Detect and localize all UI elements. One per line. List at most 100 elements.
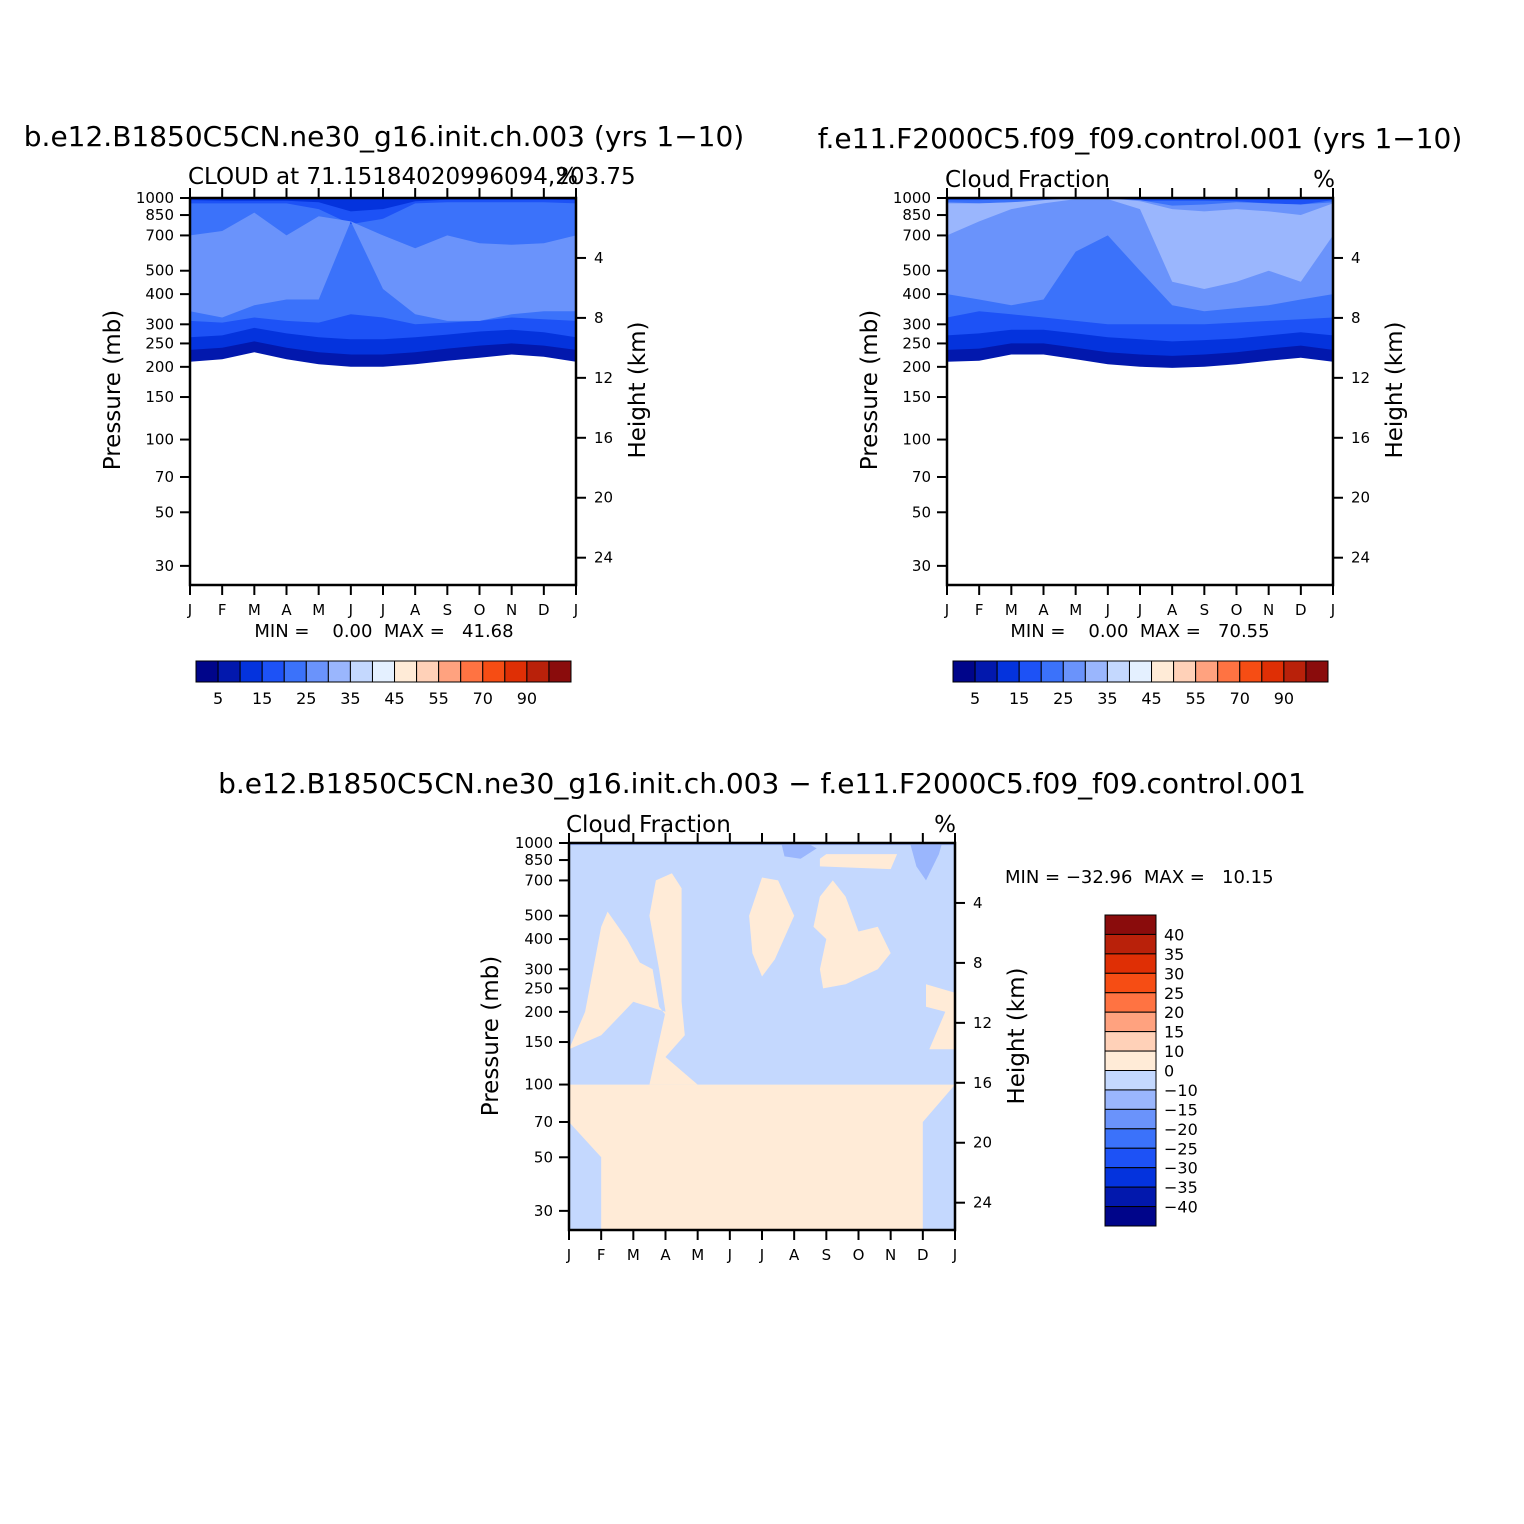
y-axis-right-label: Height (km)	[1004, 967, 1030, 1104]
units-label: %	[934, 812, 956, 838]
colorbar-swatch	[1104, 992, 1157, 1013]
y-tick-label: 400	[902, 285, 931, 303]
x-tick-label: A	[281, 601, 292, 619]
x-tick-label: A	[660, 1246, 671, 1264]
colorbar-swatch	[416, 660, 440, 683]
colorbar-swatch	[1128, 660, 1153, 683]
y-tick-label: 500	[902, 262, 931, 280]
y-tick-label: 1000	[515, 834, 553, 852]
colorbar-swatch	[1104, 1186, 1157, 1208]
y-tick-label: 850	[524, 851, 553, 869]
x-tick-label: S	[1200, 601, 1210, 619]
colorbar-swatch	[1151, 660, 1175, 683]
panel-subtitle: Cloud Fraction	[945, 167, 1110, 193]
colorbar-swatch	[1104, 1206, 1157, 1227]
colorbar-swatch	[482, 660, 506, 683]
x-tick-label: J	[1330, 601, 1335, 619]
contour-band	[190, 212, 576, 321]
panel-top-left: b.e12.B1850C5CN.ne30_g16.init.ch.003 (yr…	[24, 120, 744, 708]
colorbar-swatch	[1305, 660, 1329, 683]
y-tick-label: 400	[524, 930, 553, 948]
colorbar-label: −30	[1164, 1159, 1198, 1178]
colorbar-swatch	[1104, 914, 1157, 935]
y-right-tick-label: 16	[973, 1074, 992, 1092]
y-tick-label: 50	[912, 503, 931, 521]
colorbar-label: −15	[1164, 1100, 1198, 1119]
y-tick-label: 70	[534, 1113, 553, 1131]
y-tick-label: 200	[902, 358, 931, 376]
y-tick-label: 300	[145, 315, 174, 333]
colorbar-label: 45	[1141, 689, 1161, 708]
y-right-tick-label: 8	[973, 954, 983, 972]
colorbar-swatch	[1217, 660, 1241, 683]
y-tick-label: 300	[902, 315, 931, 333]
colorbar-swatch	[1104, 1167, 1157, 1188]
units-label: %	[1313, 167, 1335, 193]
x-tick-label: J	[566, 1246, 571, 1264]
colorbar-label: 70	[1230, 689, 1250, 708]
colorbar-swatch	[1104, 1050, 1157, 1071]
colorbar-label: −20	[1164, 1120, 1198, 1139]
panel-subtitle: CLOUD at 71.15184020996094,203.75	[188, 164, 636, 190]
colorbar-swatch	[1104, 1147, 1157, 1169]
y-right-tick-label: 4	[973, 894, 983, 912]
contour-band	[947, 198, 1333, 289]
y-axis-right-label: Height (km)	[625, 321, 651, 458]
panel-subtitle: Cloud Fraction	[566, 812, 731, 838]
y-tick-label: 250	[145, 334, 174, 352]
y-tick-label: 100	[524, 1076, 553, 1094]
colorbar-swatch	[394, 660, 418, 683]
colorbar-swatch	[1104, 1089, 1157, 1110]
colorbar-swatch	[239, 660, 263, 683]
colorbar-label: −10	[1164, 1081, 1198, 1100]
colorbar: 5 15 25 35 45 55 70 90	[195, 660, 572, 708]
y-tick-label: 150	[902, 388, 931, 406]
colorbar-label: −35	[1164, 1178, 1198, 1197]
y-tick-label: 150	[524, 1033, 553, 1051]
x-tick-label: M	[312, 601, 325, 619]
colorbar-swatch	[349, 660, 373, 683]
x-tick-label: S	[443, 601, 453, 619]
colorbar-swatch	[1104, 1108, 1157, 1130]
colorbar-swatch	[327, 660, 351, 683]
colorbar-swatch	[195, 660, 219, 683]
x-tick-label: A	[1038, 601, 1049, 619]
x-tick-label: J	[573, 601, 578, 619]
y-tick-label: 50	[534, 1148, 553, 1166]
colorbar-swatch	[1104, 1031, 1157, 1052]
colorbar-swatch	[1104, 1128, 1157, 1149]
colorbar-label: 45	[384, 689, 404, 708]
colorbar-label: −40	[1164, 1198, 1198, 1217]
y-right-tick-label: 8	[594, 309, 604, 327]
colorbar-label: 55	[1185, 689, 1205, 708]
colorbar-label: 25	[1164, 984, 1184, 1003]
y-axis-label: Pressure (mb)	[857, 310, 883, 470]
colorbar-label: 40	[1164, 925, 1184, 944]
y-tick-label: 30	[155, 557, 174, 575]
colorbar-swatch	[1104, 933, 1157, 955]
x-tick-label: J	[1105, 601, 1110, 619]
y-tick-label: 1000	[893, 189, 931, 207]
y-tick-label: 700	[145, 226, 174, 244]
colorbar-label: 35	[340, 689, 360, 708]
colorbar-swatch	[1040, 660, 1064, 683]
colorbar-label: 70	[473, 689, 493, 708]
x-tick-label: M	[1005, 601, 1018, 619]
x-tick-label: J	[952, 1246, 957, 1264]
contour-band	[819, 854, 898, 870]
colorbar-label: 15	[252, 689, 272, 708]
y-right-tick-label: 24	[594, 549, 613, 567]
y-right-tick-label: 20	[973, 1134, 992, 1152]
x-tick-label: J	[380, 601, 385, 619]
colorbar-label: 30	[1164, 964, 1184, 983]
colorbar-swatch	[1261, 660, 1285, 683]
y-tick-label: 100	[902, 431, 931, 449]
y-right-tick-label: 24	[1351, 549, 1370, 567]
contour-band	[569, 911, 682, 1050]
x-tick-label: O	[1231, 601, 1243, 619]
colorbar-swatch	[1084, 660, 1108, 683]
